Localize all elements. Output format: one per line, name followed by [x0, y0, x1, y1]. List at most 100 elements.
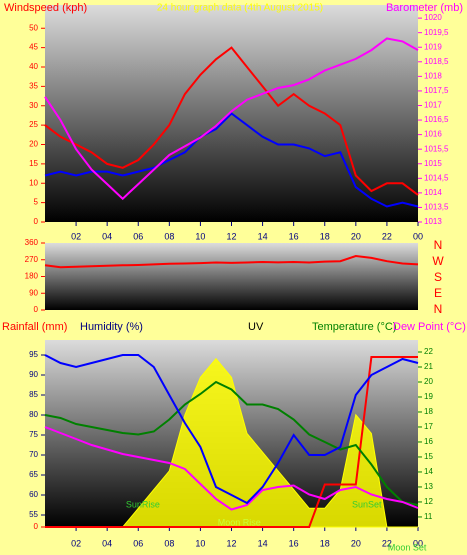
tick-label: 1013: [424, 217, 442, 226]
tick-label: 90: [29, 288, 38, 297]
x-tick-label: 00: [413, 231, 423, 241]
tick-label: 85: [29, 390, 38, 399]
tick-label: 20: [424, 377, 433, 386]
chart-title: 24 hour graph data (4th August 2015): [157, 3, 323, 14]
tick-label: 1013,5: [424, 203, 449, 212]
x-tick-label: 10: [195, 231, 205, 241]
plot-area: [45, 243, 418, 310]
x-tick-label: 04: [102, 538, 112, 548]
tick-label: 1017: [424, 101, 442, 110]
x-tick-label: 16: [289, 538, 299, 548]
compass-label: W: [432, 254, 444, 268]
x-tick-label: 08: [164, 231, 174, 241]
annotation: Moon Set: [388, 542, 427, 552]
tick-label: 1018: [424, 71, 442, 80]
x-tick-label: 16: [289, 231, 299, 241]
tick-label: 1016: [424, 130, 442, 139]
tick-label: 40: [29, 62, 38, 71]
tick-label: 270: [25, 255, 39, 264]
tick-label: 22: [424, 347, 433, 356]
tick-label: 1014: [424, 188, 442, 197]
tick-label: 360: [25, 238, 39, 247]
x-tick-label: 22: [382, 231, 392, 241]
series-line: [44, 426, 419, 511]
series-line: [44, 380, 419, 506]
annotation: Moon Rise: [218, 517, 261, 527]
tick-label: 17: [424, 422, 433, 431]
tick-label: 0: [34, 305, 39, 314]
x-tick-label: 02: [71, 538, 81, 548]
tick-label: 1017,5: [424, 86, 449, 95]
tick-label: 1015,5: [424, 144, 449, 153]
compass-label: S: [434, 270, 442, 284]
tick-label: 5: [34, 198, 39, 207]
tick-label: 15: [29, 159, 38, 168]
x-tick-label: 12: [226, 538, 236, 548]
x-tick-label: 10: [195, 538, 205, 548]
y-axis-label: Humidity (%): [80, 321, 143, 333]
tick-label: 11: [424, 512, 433, 521]
x-tick-label: 20: [351, 231, 361, 241]
tick-label: 1019,5: [424, 28, 449, 37]
tick-label: 13: [424, 482, 433, 491]
series-line: [45, 356, 418, 528]
tick-label: 1018,5: [424, 57, 449, 66]
y2-axis-label: Temperature (°C): [312, 321, 396, 333]
uv-label: UV: [248, 321, 264, 333]
tick-label: 15: [424, 452, 433, 461]
y-axis-label: Windspeed (kph): [4, 2, 87, 14]
x-tick-label: 02: [71, 231, 81, 241]
tick-label: 80: [29, 410, 38, 419]
tick-label: 16: [424, 437, 433, 446]
x-tick-label: 14: [258, 231, 268, 241]
tick-label: 0: [34, 522, 39, 531]
y2-axis-label: Barometer (mb): [386, 2, 463, 14]
x-tick-label: 08: [164, 538, 174, 548]
tick-label: 1019: [424, 42, 442, 51]
tick-label: 20: [29, 140, 38, 149]
tick-label: 18: [424, 407, 433, 416]
tick-label: 19: [424, 392, 433, 401]
series-line: [44, 354, 419, 505]
tick-label: 50: [29, 23, 38, 32]
tick-label: 30: [29, 101, 38, 110]
compass-label: E: [434, 286, 442, 300]
tick-label: 1015: [424, 159, 442, 168]
annotation: SunSet: [352, 499, 382, 509]
series-line: [44, 37, 419, 201]
compass-label: N: [434, 302, 443, 316]
tick-label: 1020: [424, 13, 442, 22]
series-line: [44, 46, 419, 196]
rain-label: Rainfall (mm): [2, 321, 67, 333]
tick-label: 10: [29, 178, 38, 187]
tick-label: 14: [424, 467, 433, 476]
series-line: [44, 254, 419, 269]
compass-label: N: [434, 238, 443, 252]
dew-label: Dew Point (°C): [393, 321, 466, 333]
tick-label: 60: [29, 490, 38, 499]
series-line: [44, 112, 419, 208]
tick-label: 0: [34, 217, 39, 226]
tick-label: 75: [29, 430, 38, 439]
tick-label: 90: [29, 370, 38, 379]
tick-label: 180: [25, 272, 39, 281]
tick-label: 1014,5: [424, 173, 449, 182]
tick-label: 45: [29, 43, 38, 52]
tick-label: 70: [29, 450, 38, 459]
annotation: SunRise: [126, 499, 160, 509]
x-tick-label: 18: [320, 538, 330, 548]
x-tick-label: 14: [258, 538, 268, 548]
tick-label: 55: [29, 510, 38, 519]
tick-label: 21: [424, 362, 433, 371]
tick-label: 95: [29, 350, 38, 359]
tick-label: 65: [29, 470, 38, 479]
x-tick-label: 20: [351, 538, 361, 548]
x-tick-label: 22: [382, 538, 392, 548]
x-tick-label: 04: [102, 231, 112, 241]
x-tick-label: 12: [226, 231, 236, 241]
x-tick-label: 06: [133, 231, 143, 241]
x-tick-label: 18: [320, 231, 330, 241]
x-tick-label: 00: [413, 538, 423, 548]
tick-label: 12: [424, 497, 433, 506]
